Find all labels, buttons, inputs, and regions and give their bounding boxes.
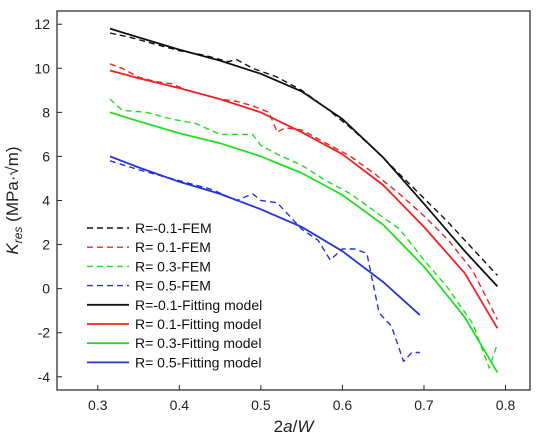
- y-tick-label: 10: [34, 60, 50, 76]
- x-tick-label: 0.5: [251, 397, 271, 413]
- legend-label: R=-0.1-Fitting model: [135, 297, 262, 313]
- x-tick-label: 0.6: [333, 397, 353, 413]
- x-tick-label: 0.8: [496, 397, 516, 413]
- y-axis-label-sub: res: [11, 227, 25, 244]
- y-axis-label-main: K: [3, 243, 22, 255]
- axes-layer: 0.3 0.4 0.5 0.6 0.7 0.8 -4 -2 0 2 4 6 8 10 12: [34, 16, 515, 413]
- series-line-6: [109, 69, 499, 329]
- series-line-7: [109, 111, 499, 373]
- series-line-8: [109, 155, 421, 316]
- legend-label: R= 0.3-Fitting model: [135, 335, 261, 351]
- legend-label: R= 0.3-FEM: [135, 258, 211, 274]
- y-tick-label: -4: [38, 369, 51, 385]
- x-tick-label: 0.3: [88, 397, 108, 413]
- y-tick-label: 6: [42, 148, 50, 164]
- y-tick-label: 4: [42, 193, 50, 209]
- x-axis-label-num: 2: [274, 417, 283, 436]
- x-axis-label-var: a: [283, 417, 292, 436]
- legend-label: R= 0.5-FEM: [135, 278, 211, 294]
- y-axis-label: Kres (MPa·√m): [3, 146, 25, 254]
- y-tick-label: 8: [42, 104, 50, 120]
- x-axis-label-sep: /: [293, 417, 298, 436]
- y-tick-label: 12: [34, 16, 50, 32]
- legend-label: R= 0.5-Fitting model: [135, 354, 261, 370]
- series-line-5: [109, 27, 499, 288]
- x-axis-label: 2a/W: [274, 417, 316, 436]
- x-axis-label-den: W: [297, 417, 315, 436]
- legend-label: R= 0.1-Fitting model: [135, 316, 261, 332]
- y-tick-label: 2: [42, 237, 50, 253]
- series-line-1: [109, 32, 498, 276]
- series-line-4: [109, 160, 420, 363]
- series-layer: [109, 27, 499, 373]
- y-tick-label: 0: [42, 281, 50, 297]
- x-tick-label: 0.4: [170, 397, 190, 413]
- y-axis-label-unit: (MPa·√m): [3, 146, 22, 226]
- legend: R=-0.1-FEM R= 0.1-FEM R= 0.3-FEM R= 0.5-FEM…: [87, 220, 262, 370]
- x-tick-label: 0.7: [414, 397, 434, 413]
- legend-label: R=-0.1-FEM: [135, 220, 212, 236]
- legend-label: R= 0.1-FEM: [135, 239, 211, 255]
- y-tick-label: -2: [38, 325, 51, 341]
- series-line-3: [109, 98, 499, 369]
